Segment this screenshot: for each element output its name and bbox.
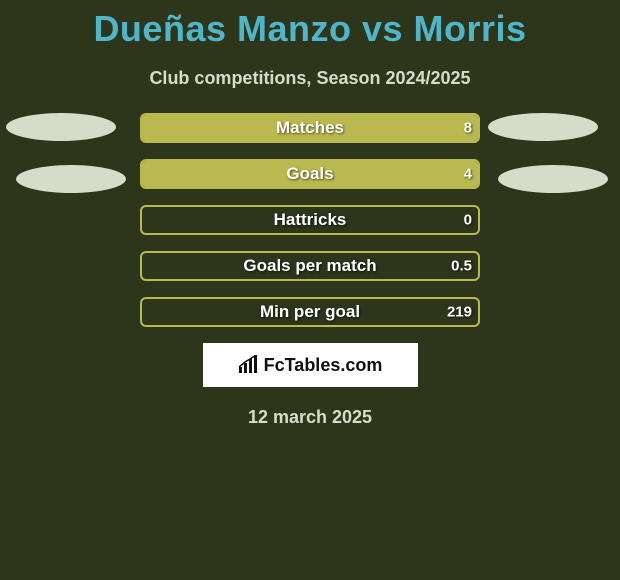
player-right-oval-2 bbox=[498, 165, 608, 193]
brand-box[interactable]: FcTables.com bbox=[203, 343, 418, 387]
bar-fill-right bbox=[142, 115, 478, 141]
stat-row-hattricks: Hattricks 0 bbox=[140, 205, 480, 235]
page-title: Dueñas Manzo vs Morris bbox=[0, 0, 620, 50]
brand-inner: FcTables.com bbox=[238, 355, 383, 376]
stat-value-right: 0 bbox=[464, 212, 472, 229]
stat-label: Min per goal bbox=[142, 302, 478, 322]
player-left-oval-1 bbox=[6, 113, 116, 141]
bar-chart-icon bbox=[238, 355, 260, 375]
subtitle: Club competitions, Season 2024/2025 bbox=[0, 68, 620, 89]
stat-value-right: 219 bbox=[447, 304, 472, 321]
stat-label: Hattricks bbox=[142, 210, 478, 230]
stat-row-goals-per-match: Goals per match 0.5 bbox=[140, 251, 480, 281]
bar-fill-right bbox=[142, 161, 478, 187]
chart-area: Matches 8 Goals 4 Hattricks 0 Goals per … bbox=[0, 113, 620, 387]
stat-row-goals: Goals 4 bbox=[140, 159, 480, 189]
player-right-oval-1 bbox=[488, 113, 598, 141]
infographic-date: 12 march 2025 bbox=[0, 407, 620, 428]
stat-row-min-per-goal: Min per goal 219 bbox=[140, 297, 480, 327]
h2h-infographic: Dueñas Manzo vs Morris Club competitions… bbox=[0, 0, 620, 580]
stat-row-matches: Matches 8 bbox=[140, 113, 480, 143]
stat-value-right: 0.5 bbox=[451, 258, 472, 275]
stat-label: Goals per match bbox=[142, 256, 478, 276]
brand-text: FcTables.com bbox=[264, 355, 383, 376]
player-left-oval-2 bbox=[16, 165, 126, 193]
